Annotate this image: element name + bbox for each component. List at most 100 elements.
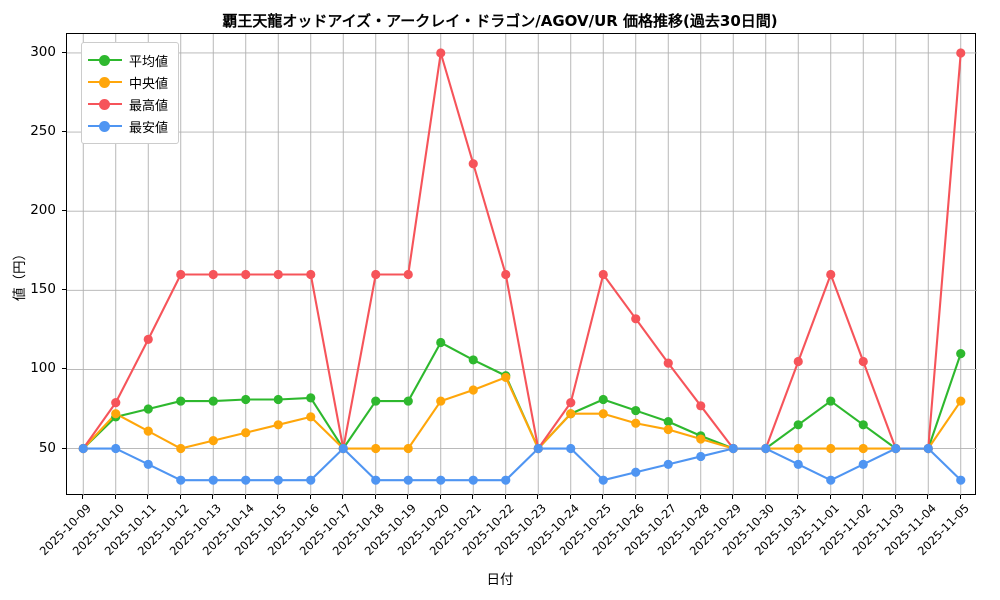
x-tick-mark	[342, 495, 344, 499]
plot-svg	[67, 34, 977, 496]
data-point-marker	[696, 451, 706, 462]
legend-label-median: 中央値	[129, 76, 169, 92]
data-point-marker	[598, 409, 608, 419]
data-point-marker	[566, 443, 576, 454]
x-tick-mark	[569, 495, 571, 499]
data-point-marker	[468, 475, 478, 485]
data-point-marker	[143, 459, 153, 469]
data-point-marker	[468, 355, 478, 365]
y-tick-label: 100	[30, 360, 56, 377]
data-point-marker	[598, 475, 608, 485]
legend-swatch-min-icon	[88, 119, 122, 133]
data-point-marker	[273, 420, 283, 430]
data-point-marker	[403, 396, 413, 406]
data-point-marker	[208, 475, 218, 485]
data-point-marker	[858, 443, 868, 454]
data-point-marker	[858, 459, 868, 469]
data-point-marker	[111, 398, 121, 408]
data-point-marker	[598, 269, 608, 280]
data-point-marker	[761, 443, 771, 454]
y-tick-mark	[62, 289, 66, 291]
data-point-marker	[273, 475, 283, 485]
data-point-marker	[956, 349, 966, 359]
x-tick-mark	[407, 495, 409, 499]
data-point-marker	[436, 337, 446, 348]
data-point-marker	[631, 314, 641, 324]
data-point-marker	[598, 394, 608, 405]
y-tick-mark	[62, 131, 66, 133]
legend-item-1[interactable]: 中央値	[88, 71, 168, 93]
data-point-marker	[111, 443, 121, 454]
y-tick-label: 250	[30, 123, 56, 140]
data-point-marker	[793, 443, 803, 454]
data-point-marker	[663, 358, 673, 368]
legend-label-max: 最高値	[129, 98, 169, 114]
x-axis-label: 日付	[486, 572, 514, 588]
data-point-marker	[143, 404, 153, 414]
data-point-marker	[793, 420, 803, 430]
data-point-marker	[891, 443, 901, 454]
data-point-marker	[143, 426, 153, 436]
data-point-marker	[956, 48, 966, 58]
data-point-marker	[111, 409, 121, 419]
data-point-marker	[273, 269, 283, 280]
x-tick-mark	[667, 495, 669, 499]
data-point-marker	[956, 475, 966, 485]
y-tick-label: 150	[30, 281, 56, 298]
x-tick-mark	[797, 495, 799, 499]
x-tick-mark	[114, 495, 116, 499]
legend-item-0[interactable]: 平均値	[88, 49, 168, 71]
x-tick-mark	[147, 495, 149, 499]
data-point-marker	[241, 428, 251, 438]
data-point-marker	[663, 417, 673, 427]
data-point-marker	[241, 475, 251, 485]
data-point-marker	[306, 269, 316, 280]
x-tick-mark	[602, 495, 604, 499]
series-line-2	[82, 51, 962, 450]
x-tick-mark	[277, 495, 279, 499]
data-point-marker	[436, 48, 446, 58]
chart-legend: 平均値 中央値 最高値 最安値	[81, 42, 180, 144]
data-point-marker	[501, 475, 511, 485]
data-point-marker	[306, 412, 316, 422]
data-point-marker	[143, 334, 153, 344]
data-point-marker	[826, 396, 836, 406]
data-point-marker	[176, 269, 186, 280]
plot-area: 平均値 中央値 最高値 最安値	[66, 33, 977, 496]
data-point-marker	[208, 436, 218, 446]
x-tick-mark	[374, 495, 376, 499]
data-point-marker	[241, 394, 251, 405]
data-point-marker	[728, 443, 738, 454]
data-point-marker	[826, 475, 836, 485]
legend-label-min: 最安値	[129, 120, 169, 136]
y-tick-mark	[62, 51, 66, 53]
legend-swatch-max-icon	[88, 97, 122, 111]
data-point-marker	[631, 418, 641, 428]
data-point-marker	[566, 398, 576, 408]
data-point-marker	[858, 356, 868, 367]
x-tick-mark	[829, 495, 831, 499]
x-tick-mark	[309, 495, 311, 499]
data-point-marker	[273, 394, 283, 405]
x-tick-mark	[504, 495, 506, 499]
data-point-marker	[696, 434, 706, 444]
data-point-marker	[436, 475, 446, 485]
legend-label-mean: 平均値	[129, 54, 169, 70]
y-tick-label: 200	[30, 202, 56, 219]
data-point-marker	[403, 269, 413, 280]
legend-item-2[interactable]: 最高値	[88, 93, 168, 115]
legend-swatch-mean-icon	[88, 53, 122, 67]
data-point-marker	[371, 269, 381, 280]
x-tick-mark	[959, 495, 961, 499]
data-point-marker	[176, 475, 186, 485]
series-line-3	[82, 447, 962, 482]
data-point-marker	[566, 409, 576, 419]
data-point-marker	[663, 424, 673, 435]
data-point-marker	[403, 475, 413, 485]
grid-lines	[67, 34, 977, 496]
x-tick-mark	[472, 495, 474, 499]
data-point-marker	[371, 396, 381, 406]
legend-item-3[interactable]: 最安値	[88, 115, 168, 137]
series-markers	[78, 48, 966, 485]
data-point-marker	[468, 159, 478, 169]
